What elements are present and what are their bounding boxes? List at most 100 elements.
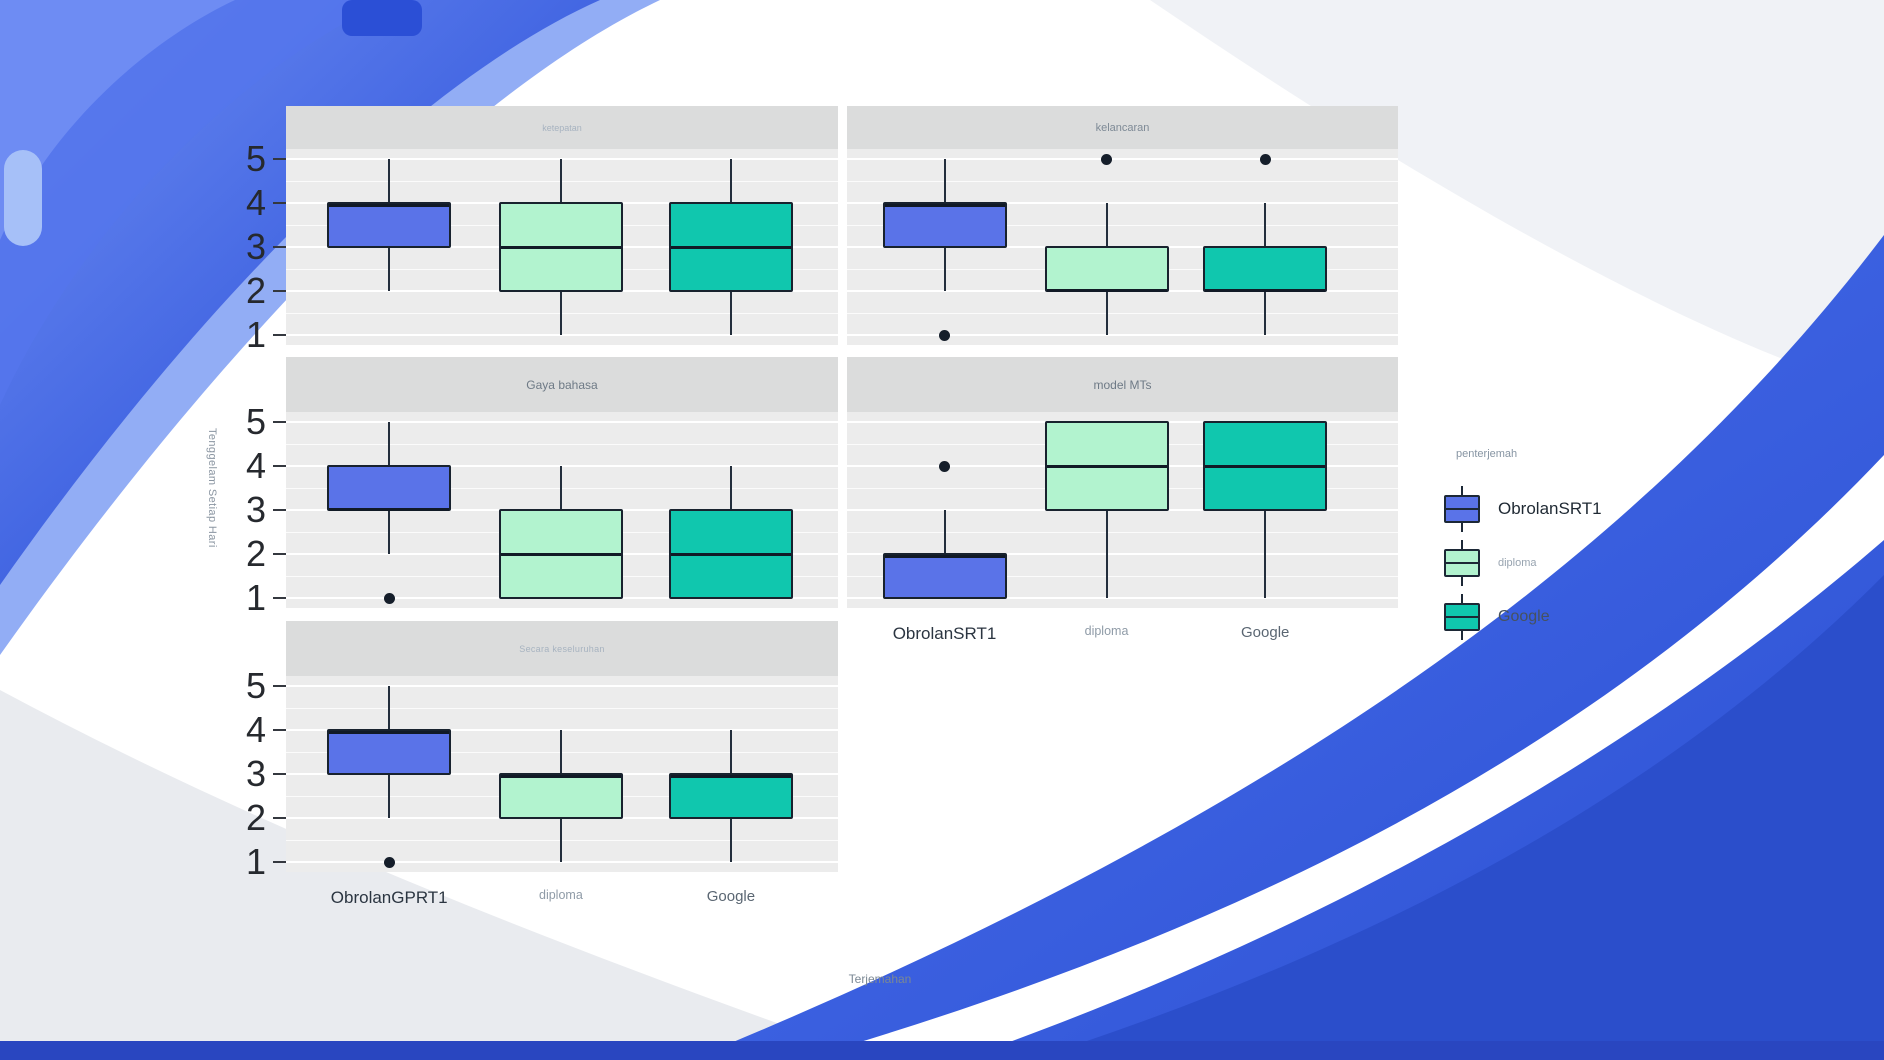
boxplot-whisker-upper [729, 730, 732, 774]
y-tick-label: 2 [245, 797, 266, 838]
y-tick-label: 2 [245, 533, 266, 574]
y-tick-mark [273, 334, 286, 336]
legend-item: diploma [1442, 540, 1682, 586]
major-gridline [286, 158, 838, 160]
boxplot-whisker-lower [729, 818, 732, 862]
y-tick-mark [273, 553, 286, 555]
boxplot-box [882, 553, 1007, 599]
x-axis-label: Google [706, 888, 756, 905]
boxplot-whisker-upper [388, 422, 391, 466]
boxplot-median [1046, 289, 1167, 292]
y-tick-mark [273, 465, 286, 467]
minor-gridline [286, 181, 838, 182]
y-tick-mark [273, 729, 286, 731]
boxplot-whisker-lower [388, 774, 391, 818]
facet-strip: Secara keseluruhan [286, 621, 838, 676]
minor-gridline [286, 488, 838, 489]
minor-gridline [847, 576, 1398, 577]
boxplot-box [668, 509, 793, 599]
boxplot-box [327, 202, 452, 248]
boxplot-whisker-upper [388, 686, 391, 730]
boxplot-median [500, 775, 621, 778]
major-gridline [847, 202, 1398, 204]
boxplot-box [498, 202, 623, 292]
boxplot-whisker-lower [1264, 291, 1267, 335]
boxplot-whisker-lower [1264, 510, 1267, 598]
boxplot-median [500, 246, 621, 249]
boxplot-box [498, 773, 623, 819]
boxplot-median [329, 508, 450, 511]
key-median [1444, 616, 1480, 618]
major-gridline [286, 861, 838, 863]
key-median [1444, 562, 1480, 564]
x-axis-label: diploma [1084, 624, 1129, 638]
y-tick-mark [273, 817, 286, 819]
boxplot-median [1046, 465, 1167, 468]
outlier-point [383, 592, 395, 604]
minor-gridline [286, 840, 838, 841]
top-right-gray-curve [1150, 0, 1884, 395]
boxplot-whisker-upper [729, 466, 732, 510]
y-tick-label: 4 [245, 182, 266, 223]
y-axis-title: Tenggelam Setiap Hari [206, 428, 218, 548]
boxplot-whisker-upper [559, 466, 562, 510]
y-tick-label: 3 [245, 226, 266, 267]
boxplot-box [498, 509, 623, 599]
x-axis-label: Google [1241, 624, 1290, 641]
y-tick-label: 4 [245, 709, 266, 750]
y-tick-mark [273, 202, 286, 204]
boxplot-whisker-lower [729, 291, 732, 335]
y-tick-mark [273, 773, 286, 775]
boxplot-whisker-lower [1105, 510, 1108, 598]
boxplot-key-icon [1442, 540, 1482, 586]
boxplot-box [1044, 246, 1169, 292]
legend: penterjemah ObrolanSRT1 diploma Google [1442, 448, 1682, 648]
bottom-left-gray-swoosh [0, 690, 880, 1060]
key-median [1444, 508, 1480, 510]
boxplot-median [670, 775, 791, 778]
y-tick-mark [273, 421, 286, 423]
boxplot-whisker-lower [943, 247, 946, 291]
boxplot-whisker-upper [1264, 203, 1267, 247]
y-tick-label: 4 [245, 445, 266, 486]
boxplot-median [1205, 465, 1326, 468]
boxplot-whisker-upper [943, 159, 946, 203]
boxplot-box [882, 202, 1007, 248]
bottom-right-swoosh-dark [1030, 575, 1884, 1060]
boxplot-key-icon [1442, 594, 1482, 640]
y-tick-label: 2 [245, 270, 266, 311]
y-tick-label: 5 [245, 401, 266, 442]
boxplot-box [1044, 421, 1169, 511]
boxplot-box [327, 729, 452, 775]
boxplot-whisker-upper [1105, 203, 1108, 247]
facet-strip: model MTs [847, 357, 1398, 412]
major-gridline [847, 553, 1398, 555]
boxplot-median [500, 553, 621, 556]
facet-strip: Gaya bahasa [286, 357, 838, 412]
y-tick-mark [273, 290, 286, 292]
y-tick-label: 1 [245, 314, 266, 355]
boxplot-whisker-upper [943, 510, 946, 554]
minor-gridline [286, 708, 838, 709]
top-left-corner-accent [0, 0, 235, 240]
facet-title: Gaya bahasa [526, 377, 598, 392]
major-gridline [286, 421, 838, 423]
boxplot-whisker-lower [1105, 291, 1108, 335]
minor-gridline [847, 532, 1398, 533]
major-gridline [847, 334, 1398, 336]
y-tick-mark [273, 685, 286, 687]
minor-gridline [847, 225, 1398, 226]
facet-title: Secara keseluruhan [519, 643, 605, 654]
x-axis-label: ObrolanSRT1 [892, 624, 997, 643]
y-tick-label: 3 [245, 753, 266, 794]
x-axis-label: ObrolanGPRT1 [330, 888, 448, 907]
y-tick-label: 1 [245, 841, 266, 882]
boxplot-median [884, 204, 1005, 207]
boxplot-median [670, 553, 791, 556]
left-edge-pill [4, 150, 42, 246]
top-accent-tab [342, 0, 422, 36]
legend-item-label: diploma [1498, 557, 1537, 569]
minor-gridline [286, 313, 838, 314]
major-gridline [847, 158, 1398, 160]
